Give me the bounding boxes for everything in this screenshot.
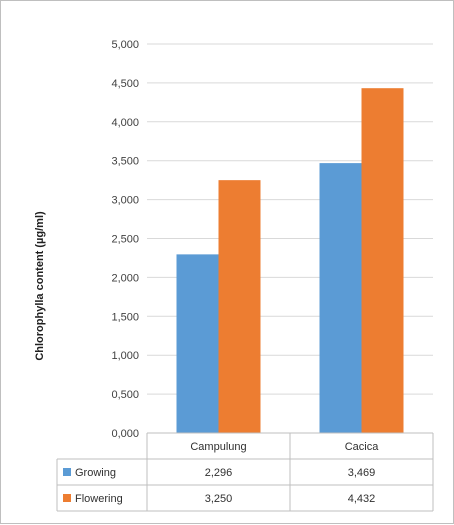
- legend-label-growing: Growing: [75, 467, 116, 479]
- y-tick-label: 3,000: [111, 195, 139, 207]
- bar-flowering-campulung: [218, 180, 261, 433]
- y-tick-label: 1,000: [111, 350, 139, 362]
- y-tick-label: 4,500: [111, 78, 139, 90]
- data-table-value: 4,432: [348, 493, 376, 505]
- y-tick-label: 3,500: [111, 156, 139, 168]
- data-table-value: 2,296: [205, 467, 233, 479]
- y-tick-label: 2,000: [111, 272, 139, 284]
- data-table-value: 3,250: [205, 493, 233, 505]
- y-axis-label: Chlorophylla content (µg/ml): [34, 211, 46, 361]
- x-category-label: Campulung: [190, 441, 246, 453]
- x-category-label: Cacica: [345, 441, 380, 453]
- bars: [176, 88, 404, 433]
- legend-key-growing: [63, 468, 71, 476]
- y-tick-label: 1,500: [111, 311, 139, 323]
- legend-label-flowering: Flowering: [75, 493, 123, 505]
- data-table-value: 3,469: [348, 467, 376, 479]
- data-table: Campulung Cacica Growing 2,296 3,469 Flowerin…: [56, 432, 434, 512]
- y-tick-label: 0,000: [111, 428, 139, 440]
- legend-key-flowering: [63, 494, 71, 502]
- bar-growing-cacica: [319, 163, 362, 433]
- y-tick-label: 4,000: [111, 117, 139, 129]
- y-tick-label: 2,500: [111, 234, 139, 246]
- y-tick-label: 5,000: [111, 39, 139, 51]
- bar-growing-campulung: [176, 254, 219, 433]
- y-tick-label: 0,500: [111, 389, 139, 401]
- bar-flowering-cacica: [361, 88, 404, 433]
- y-axis: 0,000 0,500 1,000 1,500 2,000 2,500 3,000 3,500…: [111, 39, 139, 440]
